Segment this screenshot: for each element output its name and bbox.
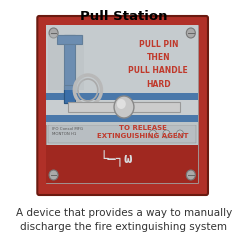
Circle shape	[176, 130, 184, 138]
Text: IFO Consol MFG
MONTON H1: IFO Consol MFG MONTON H1	[52, 127, 83, 136]
Circle shape	[186, 170, 195, 180]
Bar	[46, 93, 198, 100]
Circle shape	[186, 28, 195, 38]
Text: PULL PIN
THEN
PULL HANDLE
HARD: PULL PIN THEN PULL HANDLE HARD	[128, 40, 188, 88]
Text: TO RELEASE
EXTINGUISHING AGENT: TO RELEASE EXTINGUISHING AGENT	[97, 125, 189, 140]
Bar	[68, 102, 180, 112]
Circle shape	[114, 96, 134, 118]
Bar	[46, 100, 198, 115]
Text: └—┐ω: └—┐ω	[99, 150, 133, 166]
Bar	[46, 145, 198, 183]
Bar	[46, 25, 198, 183]
Bar	[48, 35, 84, 90]
Bar	[48, 125, 196, 143]
Bar	[46, 25, 198, 93]
Bar	[64, 35, 75, 103]
Circle shape	[117, 99, 126, 109]
Bar	[64, 85, 75, 103]
Circle shape	[49, 28, 58, 38]
Text: A device that provides a way to manually
discharge the fire extinguishing system: A device that provides a way to manually…	[16, 208, 232, 232]
Bar	[46, 115, 198, 122]
Bar	[57, 35, 83, 44]
Circle shape	[49, 170, 58, 180]
Text: Pull Station: Pull Station	[80, 10, 168, 23]
Circle shape	[163, 130, 170, 138]
Circle shape	[149, 130, 156, 138]
FancyBboxPatch shape	[37, 16, 208, 195]
Bar	[46, 122, 198, 125]
